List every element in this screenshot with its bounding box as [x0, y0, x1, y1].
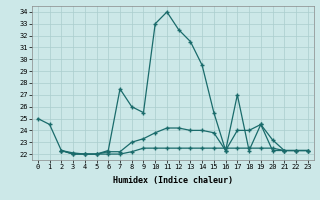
X-axis label: Humidex (Indice chaleur): Humidex (Indice chaleur) — [113, 176, 233, 185]
